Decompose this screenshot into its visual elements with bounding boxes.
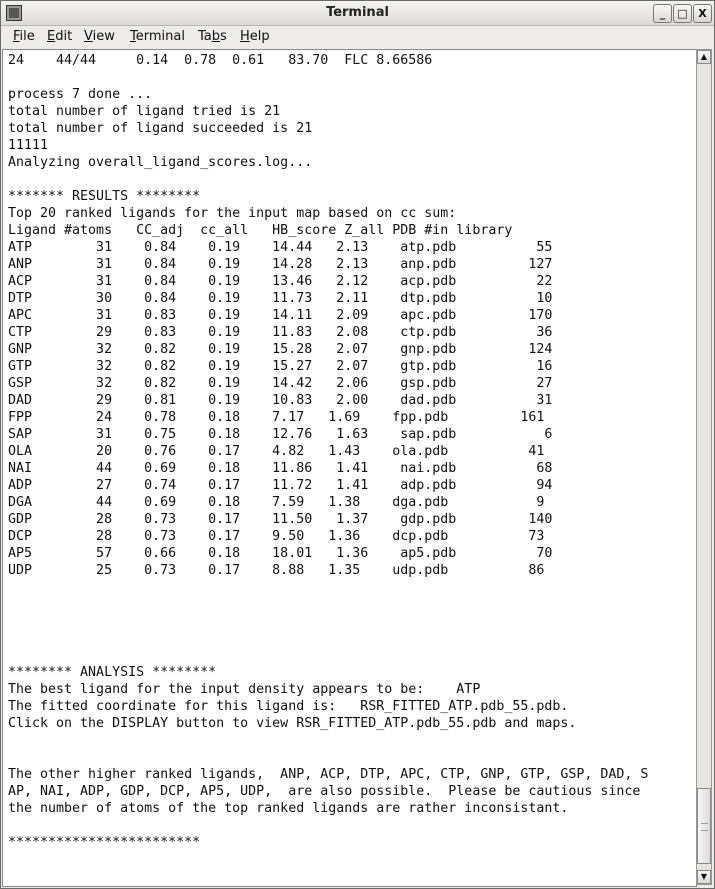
terminal-line: DAD 29 0.81 0.19 10.83 2.00 dad.pdb 31 bbox=[8, 393, 553, 408]
terminal-line: 24 44/44 0.14 0.78 0.61 83.70 FLC 8.6658… bbox=[8, 53, 433, 68]
menu-view[interactable]: View bbox=[84, 29, 115, 44]
terminal-app-icon[interactable] bbox=[6, 5, 22, 21]
vertical-scrollbar[interactable]: ▲ ▼ bbox=[696, 49, 712, 885]
terminal-line: ******** ANALYSIS ******** bbox=[8, 665, 217, 680]
title-bar[interactable]: Terminal _ □ X bbox=[1, 1, 714, 26]
terminal-line: NAI 44 0.69 0.18 11.86 1.41 nai.pdb 68 bbox=[8, 461, 553, 476]
terminal-line bbox=[8, 171, 648, 188]
terminal-line: total number of ligand succeeded is 21 bbox=[8, 121, 313, 136]
terminal-line bbox=[8, 69, 648, 86]
terminal-line: DGA 44 0.69 0.18 7.59 1.38 dga.pdb 9 bbox=[8, 495, 545, 510]
grip-icon bbox=[701, 823, 708, 831]
terminal-line bbox=[8, 749, 648, 766]
terminal-line: Ligand #atoms CC_adj cc_all HB_score Z_a… bbox=[8, 223, 513, 238]
window-title: Terminal bbox=[326, 5, 389, 20]
terminal-line: total number of ligand tried is 21 bbox=[8, 104, 281, 119]
maximize-button[interactable]: □ bbox=[673, 4, 692, 23]
terminal-line: Analyzing overall_ligand_scores.log... bbox=[8, 155, 313, 170]
terminal-line: process 7 done ... bbox=[8, 87, 153, 102]
terminal-line bbox=[8, 732, 648, 749]
terminal-line bbox=[8, 596, 648, 613]
terminal-line: ANP 31 0.84 0.19 14.28 2.13 anp.pdb 127 bbox=[8, 257, 553, 272]
terminal-line: ************************ bbox=[8, 835, 201, 850]
terminal-line: The best ligand for the input density ap… bbox=[8, 682, 481, 697]
terminal-line: GSP 32 0.82 0.19 14.42 2.06 gsp.pdb 27 bbox=[8, 376, 553, 391]
terminal-line: CTP 29 0.83 0.19 11.83 2.08 ctp.pdb 36 bbox=[8, 325, 553, 340]
menu-help[interactable]: Help bbox=[240, 29, 270, 44]
terminal-line: Click on the DISPLAY button to view RSR_… bbox=[8, 716, 577, 731]
terminal-line: Top 20 ranked ligands for the input map … bbox=[8, 206, 457, 221]
terminal-line: UDP 25 0.73 0.17 8.88 1.35 udp.pdb 86 bbox=[8, 563, 545, 578]
terminal-text: 24 44/44 0.14 0.78 0.61 83.70 FLC 8.6658… bbox=[8, 52, 648, 851]
terminal-line: AP5 57 0.66 0.18 18.01 1.36 ap5.pdb 70 bbox=[8, 546, 553, 561]
terminal-line: ADP 27 0.74 0.17 11.72 1.41 adp.pdb 94 bbox=[8, 478, 553, 493]
menu-file[interactable]: File bbox=[13, 29, 35, 44]
terminal-line: APC 31 0.83 0.19 14.11 2.09 apc.pdb 170 bbox=[8, 308, 553, 323]
terminal-line: The fitted coordinate for this ligand is… bbox=[8, 699, 569, 714]
terminal-line: FPP 24 0.78 0.18 7.17 1.69 fpp.pdb 161 bbox=[8, 410, 545, 425]
terminal-line: DCP 28 0.73 0.17 9.50 1.36 dcp.pdb 73 bbox=[8, 529, 545, 544]
terminal-line bbox=[8, 647, 648, 664]
terminal-line bbox=[8, 579, 648, 596]
terminal-line: The other higher ranked ligands, ANP, AC… bbox=[8, 767, 649, 782]
terminal-line: DTP 30 0.84 0.19 11.73 2.11 dtp.pdb 10 bbox=[8, 291, 553, 306]
menu-bar: File Edit View Terminal Tabs Help bbox=[1, 26, 714, 49]
menu-edit[interactable]: Edit bbox=[47, 29, 73, 44]
terminal-line: OLA 20 0.76 0.17 4.82 1.43 ola.pdb 41 bbox=[8, 444, 545, 459]
close-button[interactable]: X bbox=[693, 4, 712, 23]
terminal-line: 11111 bbox=[8, 138, 49, 153]
scroll-up-arrow-icon[interactable]: ▲ bbox=[697, 50, 711, 64]
terminal-output[interactable]: 24 44/44 0.14 0.78 0.61 83.70 FLC 8.6658… bbox=[2, 49, 697, 887]
scrollbar-thumb[interactable] bbox=[697, 788, 711, 864]
terminal-line: ******* RESULTS ******** bbox=[8, 189, 201, 204]
terminal-line bbox=[8, 630, 648, 647]
terminal-line: GDP 28 0.73 0.17 11.50 1.37 gdp.pdb 140 bbox=[8, 512, 553, 527]
terminal-line: AP, NAI, ADP, GDP, DCP, AP5, UDP, are al… bbox=[8, 784, 641, 799]
scroll-down-arrow-icon[interactable]: ▼ bbox=[697, 870, 711, 884]
minimize-button[interactable]: _ bbox=[653, 4, 672, 23]
terminal-line: SAP 31 0.75 0.18 12.76 1.63 sap.pdb 6 bbox=[8, 427, 553, 442]
terminal-line: ACP 31 0.84 0.19 13.46 2.12 acp.pdb 22 bbox=[8, 274, 553, 289]
menu-terminal[interactable]: Terminal bbox=[130, 29, 185, 44]
terminal-line: GNP 32 0.82 0.19 15.28 2.07 gnp.pdb 124 bbox=[8, 342, 553, 357]
terminal-line: GTP 32 0.82 0.19 15.27 2.07 gtp.pdb 16 bbox=[8, 359, 553, 374]
terminal-line: ATP 31 0.84 0.19 14.44 2.13 atp.pdb 55 bbox=[8, 240, 553, 255]
menu-tabs[interactable]: Tabs bbox=[198, 29, 227, 44]
terminal-line bbox=[8, 817, 648, 834]
terminal-line: the number of atoms of the top ranked li… bbox=[8, 801, 569, 816]
terminal-line bbox=[8, 613, 648, 630]
